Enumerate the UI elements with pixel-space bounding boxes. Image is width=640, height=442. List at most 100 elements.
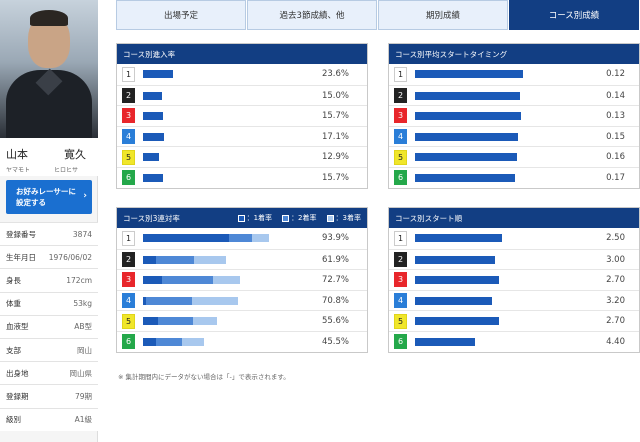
bar-track <box>143 276 241 285</box>
profile-value: AB型 <box>74 322 92 332</box>
panel-header: コース別進入率 <box>117 44 367 64</box>
start-rank-bar <box>415 234 502 242</box>
profile-value: 172cm <box>66 275 92 285</box>
course-number-badge: 2 <box>394 251 407 267</box>
bar-track <box>143 70 173 78</box>
course-row: 3 72.7% <box>117 269 367 290</box>
bar-track <box>143 234 269 242</box>
entry-rate-bar <box>143 173 163 182</box>
bar-track <box>143 91 162 100</box>
course-number-badge: 5 <box>122 313 135 329</box>
bar-track <box>415 337 476 346</box>
value-label: 93.9% <box>321 233 349 243</box>
value-label: 61.9% <box>321 254 349 265</box>
given-name: 寛久 <box>64 148 86 161</box>
footnote: ※ 集計期間内にデータがない場合は「-」で表示されます。 <box>118 373 290 381</box>
profile-key: 支部 <box>6 345 21 355</box>
bar-track <box>143 317 218 326</box>
bar-track <box>415 296 493 305</box>
start-timing-bar <box>415 173 515 182</box>
course-row: 3 0.13 <box>389 105 639 126</box>
course-row: 5 2.70 <box>389 310 639 331</box>
top3-rate-rows: 1 93.9% 2 61.9% 3 72.7% 4 70.8% 5 55.6% 6 45.5% <box>117 228 367 352</box>
course-number-badge: 6 <box>394 170 407 186</box>
course-row: 4 0.15 <box>389 125 639 147</box>
panel-header: コース別3連対率 ：1着率 ：2着率 ：3着率 <box>117 208 367 228</box>
profile-row: 生年月日 1976/06/02 <box>0 245 98 269</box>
course-row: 6 15.7% <box>117 166 367 188</box>
value-label: 15.7% <box>321 111 349 122</box>
profile-value: 岡山県 <box>69 368 93 378</box>
bar-track <box>415 132 519 141</box>
third-rate-bar <box>213 276 241 285</box>
racer-name-kana: ヤマモト ヒロヒサ <box>6 165 78 174</box>
racer-photo <box>0 0 98 138</box>
bar-track <box>143 337 204 346</box>
family-name: 山本 <box>6 148 28 161</box>
course-number-badge: 6 <box>394 334 407 350</box>
value-label: 0.15 <box>606 131 625 142</box>
profile-row: 登録期 79期 <box>0 384 98 408</box>
course-row: 6 4.40 <box>389 330 639 352</box>
legend-third: ：3着率 <box>326 213 361 223</box>
bar-track <box>415 91 520 100</box>
profile-value: 53kg <box>73 299 92 309</box>
tab-3[interactable]: 期別成績 <box>378 0 508 30</box>
tab-4[interactable]: コース別成績 <box>509 0 639 30</box>
course-number-badge: 4 <box>122 293 135 309</box>
profile-key: 出身地 <box>6 368 29 378</box>
legend-first: ：1着率 <box>237 213 272 223</box>
value-label: 0.12 <box>606 69 625 79</box>
profile-table: 登録番号 3874 生年月日 1976/06/02 身長 172cm 体重 53kg 血液型 AB… <box>0 222 98 431</box>
bar-track <box>415 70 523 78</box>
value-label: 2.70 <box>606 275 625 286</box>
course-number-badge: 1 <box>394 230 407 246</box>
bar-track <box>415 234 502 242</box>
profile-key: 身長 <box>6 275 21 285</box>
entry-rate-bar <box>143 91 162 100</box>
course-number-badge: 5 <box>122 149 135 165</box>
course-number-badge: 5 <box>394 313 407 329</box>
first-rate-bar <box>143 317 158 326</box>
profile-value: 79期 <box>74 391 92 401</box>
course-row: 2 61.9% <box>117 248 367 270</box>
third-rate-bar <box>192 317 218 326</box>
bar-track <box>143 255 226 264</box>
profile-key: 血液型 <box>6 322 29 332</box>
tab-1[interactable]: 出場予定 <box>116 0 246 30</box>
start-timing-bar <box>415 112 522 121</box>
racer-profile-sidebar: 山本 寛久 ヤマモト ヒロヒサ お好みレーサーに 設定する › 登録番号 3874… <box>0 0 98 442</box>
first-rate-bar <box>143 255 156 264</box>
course-row: 1 93.9% <box>117 228 367 249</box>
add-favorite-racer-button[interactable]: お好みレーサーに 設定する › <box>6 180 92 214</box>
course-row: 2 0.14 <box>389 84 639 106</box>
course-number-badge: 3 <box>394 272 407 288</box>
racer-name-box: 山本 寛久 ヤマモト ヒロヒサ <box>0 138 98 176</box>
section-tabs: 出場予定 過去3節成績、他 期別成績 コース別成績 <box>116 0 640 30</box>
first-rate-bar <box>143 276 163 285</box>
fav-button-line1: お好みレーサーに <box>16 187 76 196</box>
tab-2[interactable]: 過去3節成績、他 <box>247 0 377 30</box>
course-number-badge: 3 <box>394 108 407 124</box>
start-rank-panel: コース別スタート順 1 2.50 2 3.00 3 2.70 4 3.20 5 2.70 6 4.40 <box>388 207 640 353</box>
panel-header: コース別スタート順 <box>389 208 639 228</box>
start-timing-bar <box>415 132 519 141</box>
profile-key: 生年月日 <box>6 252 36 262</box>
second-rate-bar <box>155 255 194 264</box>
start-rank-rows: 1 2.50 2 3.00 3 2.70 4 3.20 5 2.70 6 4.40 <box>389 228 639 352</box>
course-row: 2 3.00 <box>389 248 639 270</box>
value-label: 3.00 <box>606 254 625 265</box>
course-row: 4 17.1% <box>117 125 367 147</box>
racer-name-kanji: 山本 寛久 <box>6 146 86 162</box>
entry-rate-bar <box>143 153 160 162</box>
value-label: 4.40 <box>606 336 625 347</box>
profile-row: 体重 53kg <box>0 291 98 315</box>
entry-rate-bar <box>143 132 165 141</box>
bar-track <box>143 296 238 305</box>
panel-title: コース別平均スタートタイミング <box>395 49 508 59</box>
first-rate-bar <box>143 337 156 346</box>
profile-row: 登録番号 3874 <box>0 222 98 246</box>
value-label: 17.1% <box>321 131 349 142</box>
course-number-badge: 5 <box>394 149 407 165</box>
course-number-badge: 6 <box>122 334 135 350</box>
